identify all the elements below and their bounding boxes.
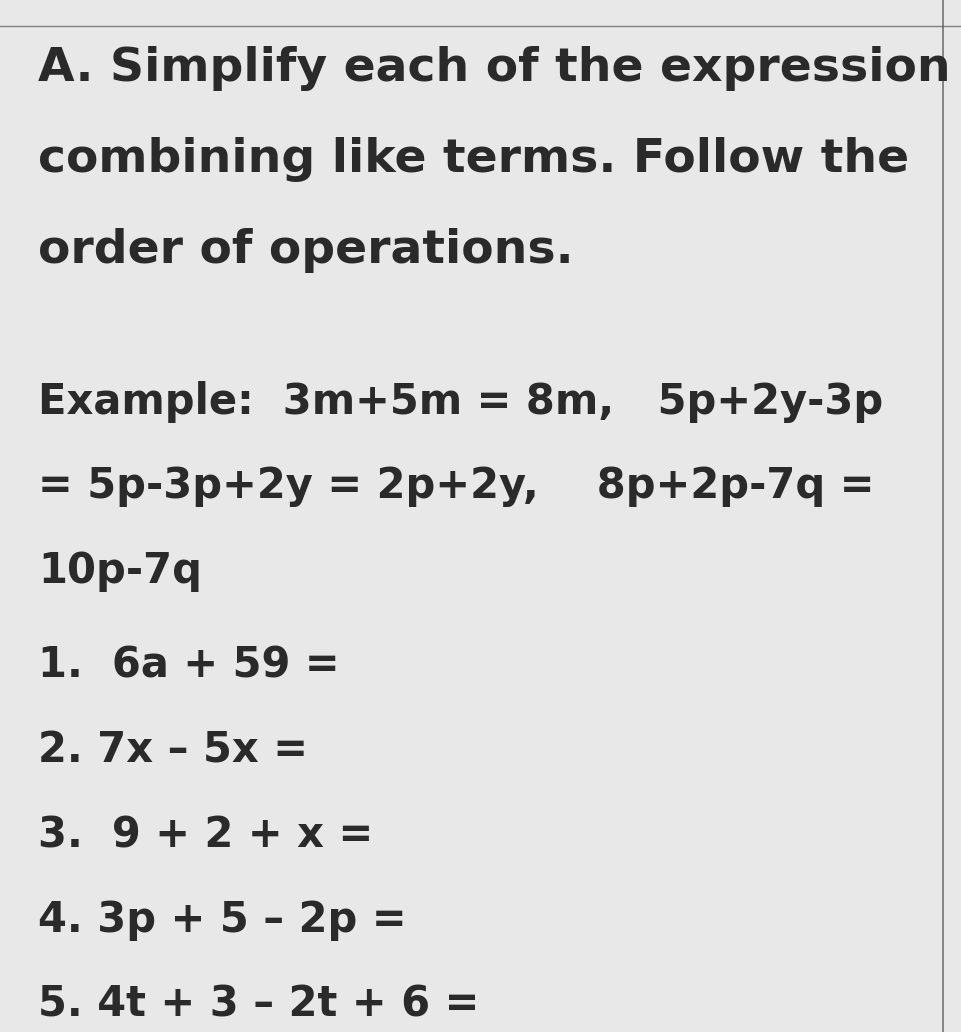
- Text: = 5p-3p+2y = 2p+2y,    8p+2p-7q =: = 5p-3p+2y = 2p+2y, 8p+2p-7q =: [38, 465, 875, 508]
- Text: 3.  9 + 2 + x =: 3. 9 + 2 + x =: [38, 814, 373, 857]
- Text: 10p-7q: 10p-7q: [38, 550, 202, 592]
- Text: order of operations.: order of operations.: [38, 228, 574, 273]
- Text: 5. 4t + 3 – 2t + 6 =: 5. 4t + 3 – 2t + 6 =: [38, 983, 480, 1026]
- Text: Example:  3m+5m = 8m,   5p+2y-3p: Example: 3m+5m = 8m, 5p+2y-3p: [38, 381, 883, 423]
- Text: 1.  6a + 59 =: 1. 6a + 59 =: [38, 645, 340, 687]
- Text: A. Simplify each of the expression by: A. Simplify each of the expression by: [38, 46, 961, 92]
- Text: combining like terms. Follow the: combining like terms. Follow the: [38, 137, 909, 183]
- Text: 4. 3p + 5 – 2p =: 4. 3p + 5 – 2p =: [38, 899, 407, 941]
- Text: 2. 7x – 5x =: 2. 7x – 5x =: [38, 730, 308, 772]
